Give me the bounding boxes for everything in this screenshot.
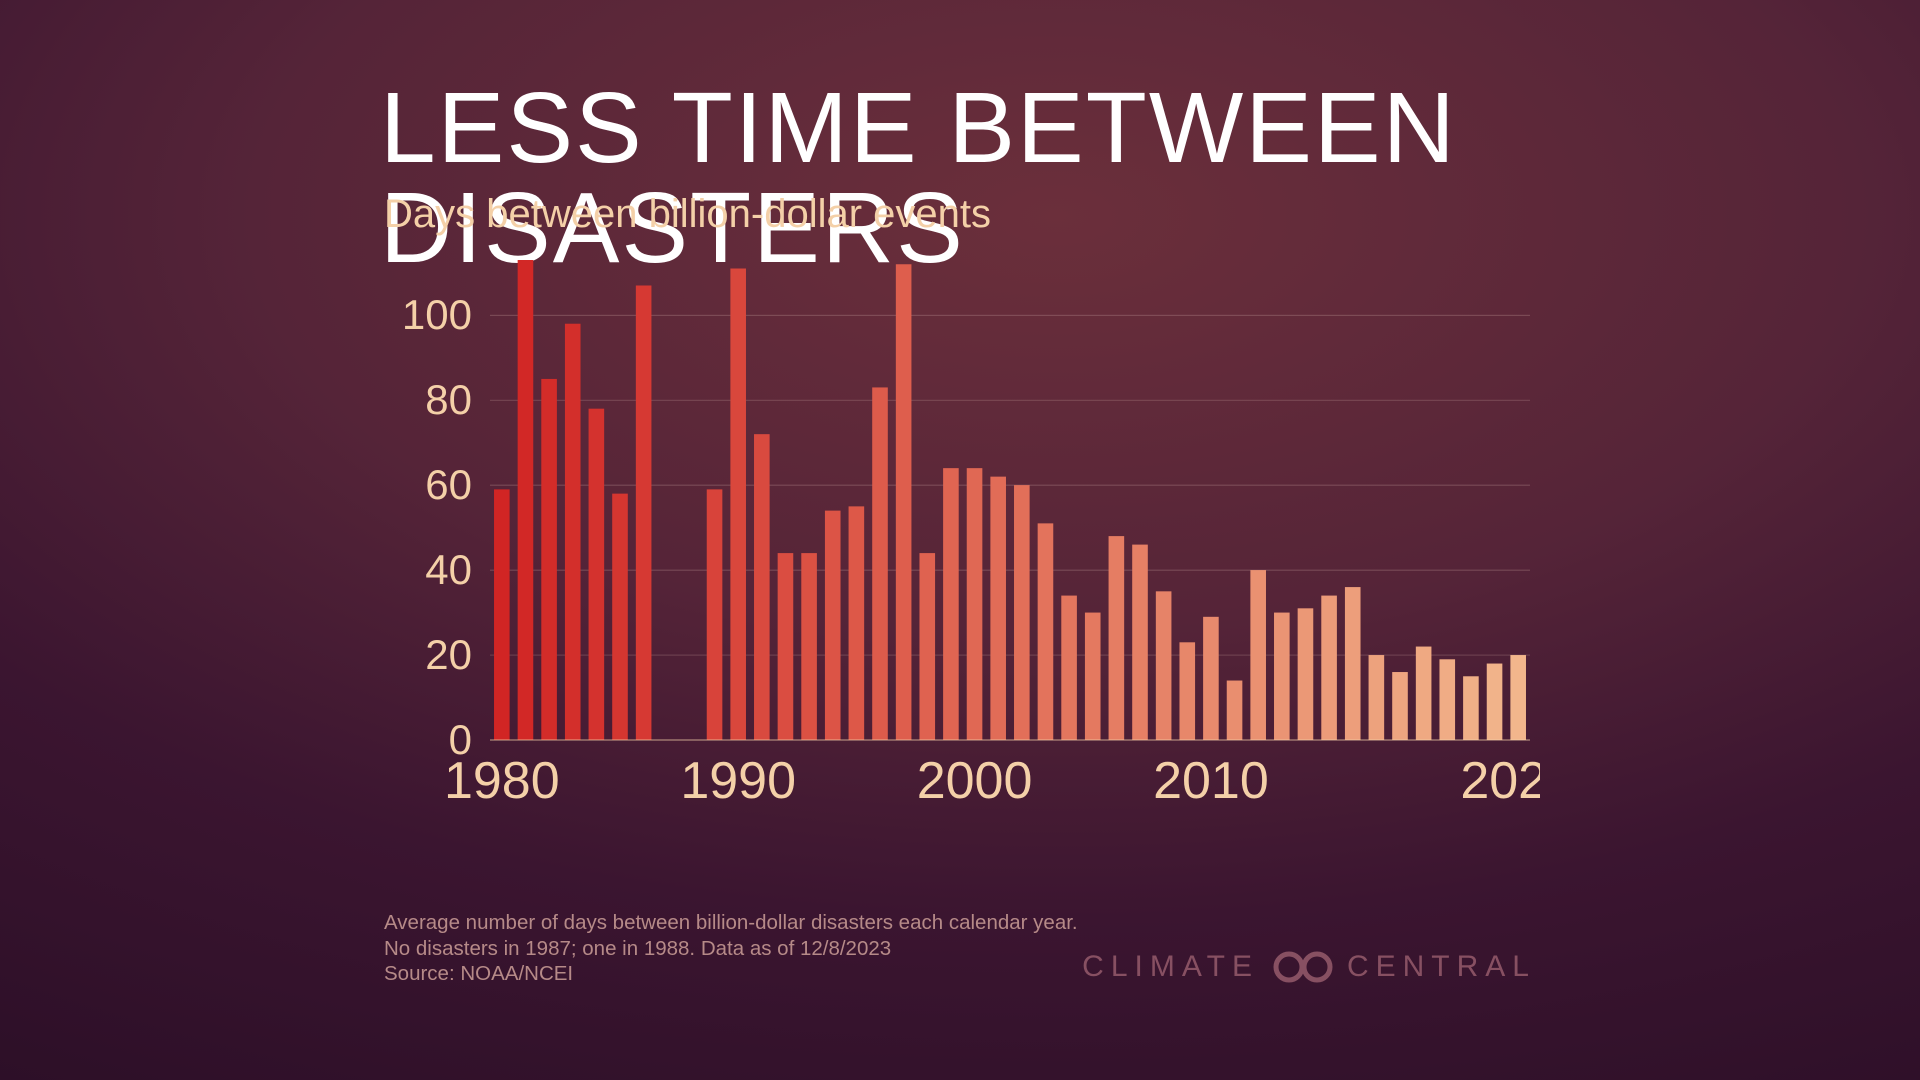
bar [1416,647,1432,740]
bar [849,506,865,740]
bar [1109,536,1125,740]
bar [1321,596,1337,740]
x-tick-label: 1990 [680,752,796,800]
bar [636,285,652,740]
bar [872,387,888,740]
bar [1369,655,1385,740]
bar [730,268,746,740]
chart-subtitle: Days between billion-dollar events [384,192,991,237]
disaster-bar-chart: 02040608010019801990200020102023 [380,260,1540,800]
footnote-line-2: No disasters in 1987; one in 1988. Data … [384,936,1078,962]
y-tick-label: 80 [425,376,472,423]
bar [990,477,1006,740]
bar [1487,664,1503,740]
bar [1085,613,1101,740]
y-tick-label: 40 [425,546,472,593]
x-tick-label: 1980 [444,752,560,800]
bar [778,553,794,740]
bar [1510,655,1526,740]
bar [896,264,912,740]
stage: LESS TIME BETWEEN DISASTERS Days between… [0,0,1920,1080]
bar [825,511,841,740]
bar [754,434,770,740]
bar [967,468,983,740]
bar [518,260,534,740]
bar [1156,591,1172,740]
footnote-line-3: Source: NOAA/NCEI [384,961,1078,987]
infinity-icon [1271,950,1335,984]
footnotes: Average number of days between billion-d… [384,910,1078,987]
y-tick-label: 20 [425,631,472,678]
bar [1014,485,1030,740]
bar [943,468,959,740]
bar [1463,676,1479,740]
bar [494,489,510,740]
chart-title: LESS TIME BETWEEN DISASTERS [380,78,1920,278]
bar [1203,617,1219,740]
bar [565,324,581,740]
bar [1227,681,1243,740]
bar [1274,613,1290,740]
x-tick-label: 2023 [1460,752,1540,800]
y-tick-label: 100 [402,291,472,338]
bar [919,553,935,740]
bar [1345,587,1361,740]
bar [541,379,557,740]
footnote-line-1: Average number of days between billion-d… [384,910,1078,936]
bar [612,494,628,740]
climate-central-logo: CLIMATE CENTRAL [1082,950,1536,984]
bar [707,489,723,740]
bar [1250,570,1266,740]
x-tick-label: 2000 [917,752,1033,800]
bar [1038,523,1054,740]
bar [1298,608,1314,740]
bar [1179,642,1195,740]
bar [1061,596,1077,740]
logo-word-left: CLIMATE [1082,950,1259,984]
logo-word-right: CENTRAL [1347,950,1536,984]
bar [589,409,605,740]
bar [1392,672,1408,740]
bar [801,553,817,740]
y-tick-label: 60 [425,461,472,508]
bar [1132,545,1148,740]
bar [1439,659,1455,740]
x-tick-label: 2010 [1153,752,1269,800]
